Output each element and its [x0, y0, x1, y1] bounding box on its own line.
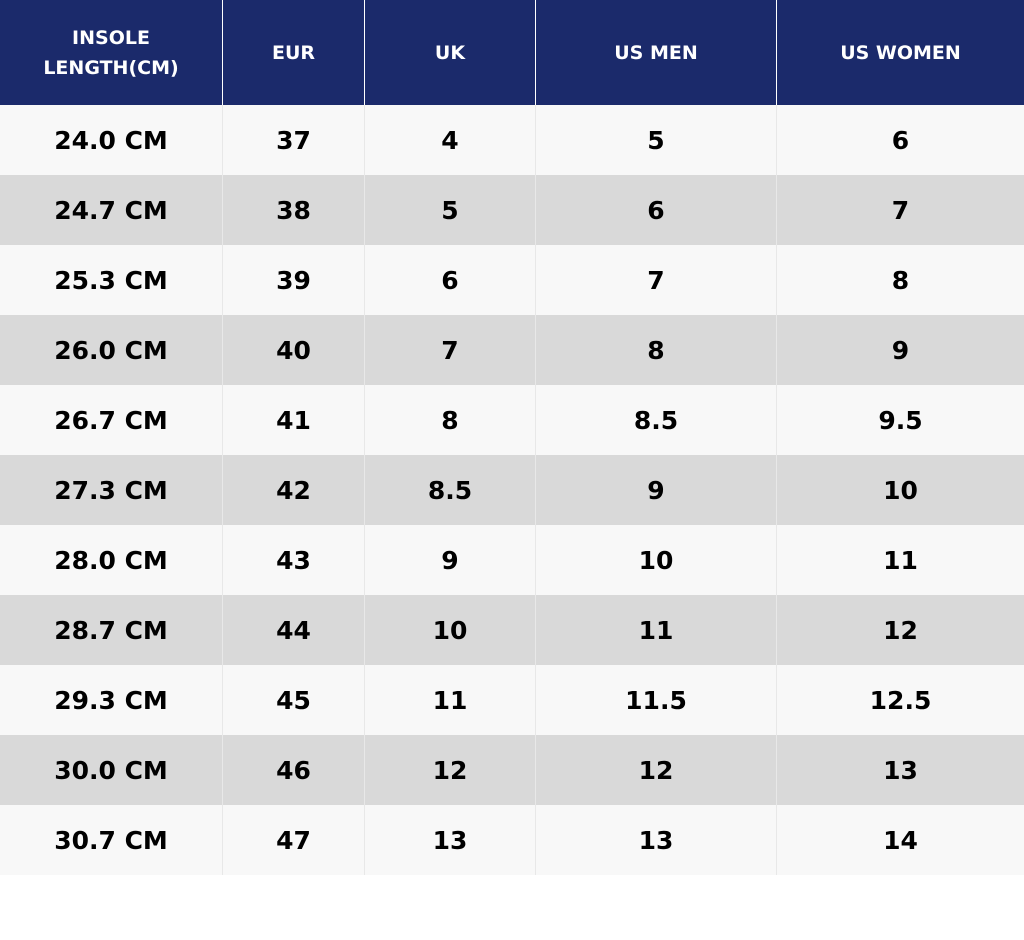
- header-cell: EUR: [223, 0, 365, 105]
- table-cell: 45: [223, 665, 365, 735]
- table-row: 27.3 CM 42 8.5 9 10: [0, 455, 1024, 525]
- table-cell: 13: [365, 805, 536, 875]
- size-table: INSOLE LENGTH(CM) EUR UK US MEN US WOMEN 24.0…: [0, 0, 1024, 875]
- table-cell: 11.5: [536, 665, 777, 735]
- table-cell: 39: [223, 245, 365, 315]
- table-cell: 28.7 CM: [0, 595, 223, 665]
- table-row: 24.0 CM 37 4 5 6: [0, 105, 1024, 175]
- table-cell: 9: [365, 525, 536, 595]
- table-cell: 8: [536, 315, 777, 385]
- table-row: 30.0 CM 46 12 12 13: [0, 735, 1024, 805]
- table-cell: 30.0 CM: [0, 735, 223, 805]
- table-cell: 27.3 CM: [0, 455, 223, 525]
- table-cell: 12: [536, 735, 777, 805]
- table-cell: 4: [365, 105, 536, 175]
- table-cell: 13: [536, 805, 777, 875]
- table-cell: 37: [223, 105, 365, 175]
- table-cell: 8: [891, 265, 910, 295]
- table-row: 28.7 CM 44 10 11 12: [0, 595, 1024, 665]
- table-cell: 12: [883, 615, 918, 645]
- table-row: 30.7 CM 47 13 13 14: [0, 805, 1024, 875]
- table-cell: 7: [891, 195, 910, 225]
- header-cell: US MEN: [536, 0, 777, 105]
- table-cell: 25.3 CM: [0, 245, 223, 315]
- table-cell: 43: [223, 525, 365, 595]
- table-cell: 10: [536, 525, 777, 595]
- table-cell: 40: [223, 315, 365, 385]
- table-cell: 9: [891, 335, 910, 365]
- header-cell: INSOLE LENGTH(CM): [0, 0, 223, 105]
- table-row: 28.0 CM 43 9 10 11: [0, 525, 1024, 595]
- table-cell: 8.5: [365, 455, 536, 525]
- table-cell: 26.0 CM: [0, 315, 223, 385]
- table-cell: 12.5: [869, 685, 932, 715]
- table-cell: 5: [536, 105, 777, 175]
- table-cell: 38: [223, 175, 365, 245]
- table-cell: 24.0 CM: [0, 105, 223, 175]
- table-cell: 9: [536, 455, 777, 525]
- table-cell: 14: [883, 825, 918, 855]
- header-row: INSOLE LENGTH(CM) EUR UK US MEN US WOMEN: [0, 0, 1024, 105]
- table-row: 26.0 CM 40 7 8 9: [0, 315, 1024, 385]
- table-cell: 6: [891, 125, 910, 155]
- table-cell: 10: [883, 475, 918, 505]
- table-cell: 13: [883, 755, 918, 785]
- table-cell: 9.5: [878, 405, 923, 435]
- table-row: 26.7 CM 41 8 8.5 9.5: [0, 385, 1024, 455]
- table-cell: 24.7 CM: [0, 175, 223, 245]
- table-cell: 26.7 CM: [0, 385, 223, 455]
- table-row: 25.3 CM 39 6 7 8: [0, 245, 1024, 315]
- table-cell: 8.5: [536, 385, 777, 455]
- table-cell: 41: [223, 385, 365, 455]
- table-cell: 11: [365, 665, 536, 735]
- table-cell: 42: [223, 455, 365, 525]
- table-cell: 30.7 CM: [0, 805, 223, 875]
- table-cell: 12: [365, 735, 536, 805]
- table-cell: 11: [883, 545, 918, 575]
- table-cell: 11: [536, 595, 777, 665]
- table-cell: 6: [536, 175, 777, 245]
- table-cell: 5: [365, 175, 536, 245]
- header-cell: US WOMEN: [840, 41, 961, 64]
- table-cell: 44: [223, 595, 365, 665]
- table-cell: 7: [536, 245, 777, 315]
- table-cell: 47: [223, 805, 365, 875]
- table-cell: 6: [365, 245, 536, 315]
- table-row: 24.7 CM 38 5 6 7: [0, 175, 1024, 245]
- table-cell: 28.0 CM: [0, 525, 223, 595]
- table-row: 29.3 CM 45 11 11.5 12.5: [0, 665, 1024, 735]
- table-cell: 46: [223, 735, 365, 805]
- table-cell: 8: [365, 385, 536, 455]
- table-cell: 29.3 CM: [0, 665, 223, 735]
- table-cell: 10: [365, 595, 536, 665]
- table-cell: 7: [365, 315, 536, 385]
- header-cell: UK: [365, 0, 536, 105]
